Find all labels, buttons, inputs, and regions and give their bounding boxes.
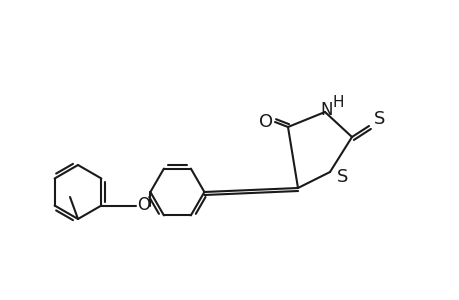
Text: S: S bbox=[336, 168, 348, 186]
Text: H: H bbox=[331, 94, 343, 110]
Text: N: N bbox=[320, 101, 332, 119]
Text: O: O bbox=[258, 113, 273, 131]
Text: S: S bbox=[374, 110, 385, 128]
Text: O: O bbox=[137, 196, 150, 214]
